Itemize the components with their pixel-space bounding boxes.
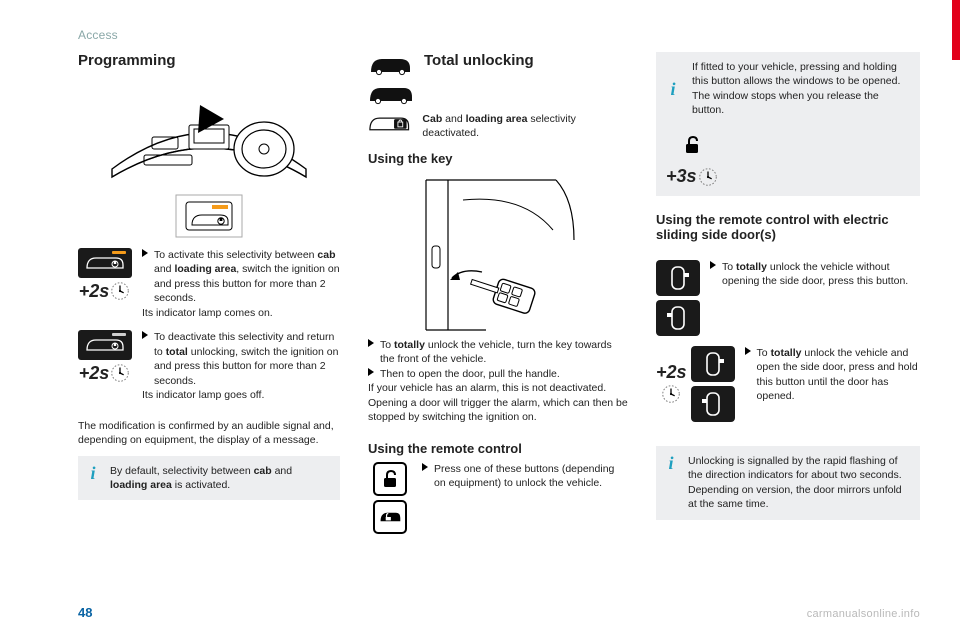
confirmation-text: The modification is confirmed by an audi… — [78, 419, 340, 448]
deactivate-result: Its indicator lamp goes off. — [142, 388, 340, 402]
heading-using-remote: Using the remote control — [368, 441, 628, 456]
edge-tab — [952, 0, 960, 60]
timer-2s-icon: +2s — [656, 362, 687, 405]
info-icon: i — [664, 454, 678, 512]
info-hold-window-text: If fitted to your vehicle, pressing and … — [692, 60, 910, 118]
key-door-illustration — [408, 172, 588, 332]
van-long-icon — [368, 83, 414, 105]
car-top-left-door-icon — [691, 386, 735, 422]
info-icon: i — [666, 80, 680, 98]
page-number: 48 — [78, 605, 92, 620]
info-mirrors-text: Depending on version, the door mirrors u… — [688, 483, 910, 512]
heading-programming: Programming — [78, 52, 340, 69]
activate-result: Its indicator lamp comes on. — [142, 306, 340, 320]
indicator-led-on-icon — [112, 251, 126, 254]
key-open-text: Then to open the door, pull the handle. — [380, 367, 560, 381]
unlock-padlock-icon — [675, 128, 709, 162]
info-unlock-signal: i Unlocking is signalled by the rapid fl… — [656, 446, 920, 520]
indicator-led-off-icon — [112, 333, 126, 336]
bullet-icon — [745, 347, 751, 355]
van-button-icon — [78, 330, 132, 360]
bullet-icon — [422, 463, 428, 471]
timer-3s-icon: +3s — [666, 166, 719, 188]
section-header: Access — [78, 28, 920, 42]
unlock-van-icon — [373, 500, 407, 534]
info-icon: i — [86, 464, 100, 492]
selectivity-deactivated-text: Cab and loading area selectivity deactiv… — [422, 112, 628, 141]
timer-2s-icon: +2s — [79, 362, 132, 384]
sliding-door-icons-1 — [656, 260, 700, 336]
column-total-unlocking: Total unlocking Cab and loading area sel… — [368, 52, 628, 599]
unlock-no-open-text: To totally unlock the vehicle without op… — [722, 260, 920, 289]
deactivate-text: To deactivate this selectivity and retur… — [154, 330, 340, 388]
info-default-text: By default, selectivity between cab and … — [110, 464, 330, 492]
dashboard-illustration — [104, 77, 314, 242]
heading-total-unlocking: Total unlocking — [424, 52, 534, 69]
info-hold-window: i If fitted to your vehicle, pressing an… — [656, 52, 920, 126]
column-remote-sliding: i If fitted to your vehicle, pressing an… — [656, 52, 920, 599]
remote-icons — [368, 462, 412, 534]
car-top-right-door-icon — [691, 346, 735, 382]
van-button-icon — [78, 248, 132, 278]
van-lock-icon — [368, 112, 412, 134]
info-signal-text: Unlocking is signalled by the rapid flas… — [688, 454, 910, 483]
bullet-icon — [710, 261, 716, 269]
timer-2s-icon: +2s — [79, 280, 132, 302]
key-unlock-text: To totally unlock the vehicle, turn the … — [380, 338, 628, 367]
bullet-icon — [368, 339, 374, 347]
alarm-text: If your vehicle has an alarm, this is no… — [368, 381, 628, 424]
sliding-door-icons-2: +2s — [656, 346, 735, 422]
van-short-icon — [368, 54, 414, 76]
hold-3s-icons: +3s — [666, 128, 719, 188]
info-default-selectivity: i By default, selectivity between cab an… — [78, 456, 340, 500]
car-top-right-door-icon — [656, 260, 700, 296]
remote-press-text: Press one of these buttons (depending on… — [434, 462, 628, 491]
heading-using-key: Using the key — [368, 151, 628, 166]
bullet-icon — [142, 331, 148, 339]
activate-text: To activate this selectivity between cab… — [154, 248, 340, 306]
deactivate-icon-stack: +2s — [78, 330, 132, 402]
column-programming: Programming — [78, 52, 340, 599]
unlock-padlock-icon — [373, 462, 407, 496]
unlock-and-open-text: To totally unlock the vehicle and open t… — [757, 346, 920, 404]
bullet-icon — [142, 249, 148, 257]
activate-icon-stack: +2s — [78, 248, 132, 320]
heading-sliding-door: Using the remote control with electric s… — [656, 212, 920, 242]
watermark: carmanualsonline.info — [807, 608, 920, 620]
bullet-icon — [368, 368, 374, 376]
car-top-left-door-icon — [656, 300, 700, 336]
